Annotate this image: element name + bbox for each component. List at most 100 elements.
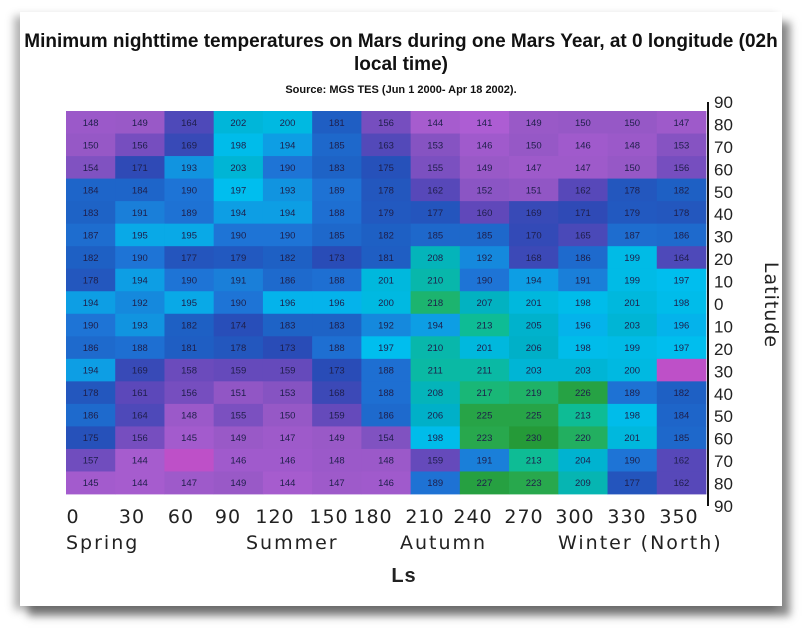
heatmap-cell	[164, 156, 215, 179]
cell-value-label: 185	[329, 230, 345, 241]
heatmap-cell	[361, 291, 412, 315]
cell-value-label: 185	[329, 140, 345, 151]
cell-value-label: 150	[624, 118, 640, 129]
heatmap-cell	[312, 246, 362, 270]
heatmap-cell	[410, 471, 461, 495]
heatmap-cell	[558, 426, 608, 450]
cell-value-label: 178	[230, 343, 246, 354]
cell-value-label: 169	[132, 366, 148, 377]
cell-value-label: 182	[83, 253, 99, 264]
heatmap-cell	[262, 448, 313, 472]
cell-value-label: 182	[673, 388, 689, 399]
cell-value-label: 147	[575, 163, 591, 174]
heatmap-cell	[115, 358, 165, 382]
heatmap-cell	[262, 291, 313, 315]
latitude-tick-label: 80	[714, 475, 733, 494]
cell-value-label: 169	[181, 140, 197, 151]
heatmap-cell	[164, 426, 215, 450]
heatmap-cell	[66, 156, 116, 179]
season-label: Autumn	[400, 532, 487, 554]
heatmap-cell	[509, 291, 559, 315]
heatmap-cell	[312, 381, 362, 405]
cell-value-label: 196	[673, 321, 689, 332]
cell-value-label: 189	[624, 388, 640, 399]
cell-value-label: 156	[132, 433, 148, 444]
cell-value-label: 147	[280, 433, 296, 444]
cell-value-label: 192	[378, 321, 394, 332]
latitude-tick-label: 90	[714, 497, 733, 516]
heatmap-cell	[410, 111, 461, 134]
cell-value-label: 177	[427, 208, 443, 219]
heatmap-cell	[213, 426, 264, 450]
cell-value-label: 178	[673, 208, 689, 219]
cell-value-label: 225	[526, 411, 542, 422]
latitude-tick-label: 80	[714, 115, 733, 134]
heatmap-cell	[115, 246, 165, 270]
heatmap-cell	[509, 201, 559, 225]
cell-value-label: 149	[230, 433, 246, 444]
cell-value-label: 178	[83, 275, 99, 286]
heatmap-cell	[410, 246, 461, 270]
cell-value-label: 148	[378, 456, 394, 467]
heatmap-cell	[656, 448, 707, 472]
heatmap-cell	[656, 156, 707, 179]
cell-value-label: 196	[280, 298, 296, 309]
cell-value-label: 146	[575, 140, 591, 151]
season-labels: Spring Summer Autumn Winter (North)	[66, 532, 723, 554]
cell-value-label: 220	[575, 433, 591, 444]
cell-value-label: 194	[83, 298, 99, 309]
cell-value-label: 201	[378, 275, 394, 286]
heatmap-cell	[213, 178, 264, 202]
cell-value-label: 193	[132, 321, 148, 332]
cell-value-label: 217	[477, 388, 493, 399]
cell-value-label: 191	[230, 275, 246, 286]
heatmap-cells: 148 149 164 202 200 181 156 144 141 149 150 150 147 1…	[66, 111, 707, 495]
heatmap-cell	[410, 336, 461, 360]
heatmap-cell	[607, 336, 658, 360]
heatmap-cell	[410, 381, 461, 405]
cell-value-label: 190	[280, 230, 296, 241]
cell-value-label: 181	[378, 253, 394, 264]
heatmap-cell	[509, 156, 559, 179]
cell-value-label: 198	[427, 433, 443, 444]
cell-value-label: 185	[673, 433, 689, 444]
cell-value-label: 182	[673, 185, 689, 196]
cell-value-label: 168	[329, 388, 345, 399]
cell-value-label: 159	[329, 411, 345, 422]
cell-value-label: 183	[329, 163, 345, 174]
latitude-tick-label: 10	[714, 273, 733, 292]
heatmap-cell	[607, 448, 658, 472]
heatmap-cell	[115, 471, 165, 495]
heatmap-cell	[262, 268, 313, 292]
cell-value-label: 219	[526, 388, 542, 399]
heatmap-cell	[262, 381, 313, 405]
heatmap-cell	[459, 448, 510, 472]
cell-value-label: 160	[477, 208, 493, 219]
heatmap-cell	[115, 156, 165, 179]
cell-value-label: 190	[280, 163, 296, 174]
heatmap-cell	[213, 156, 264, 179]
cell-value-label: 208	[427, 253, 443, 264]
heatmap-cell	[262, 111, 313, 134]
cell-value-label: 171	[575, 208, 591, 219]
ls-tick-label: 330	[607, 506, 646, 528]
cell-value-label: 191	[575, 275, 591, 286]
cell-value-label: 200	[378, 298, 394, 309]
heatmap-cell	[115, 291, 165, 315]
cell-value-label: 203	[526, 366, 542, 377]
heatmap-cell	[262, 178, 313, 202]
heatmap-cell	[607, 471, 658, 495]
heatmap-cell	[558, 111, 608, 134]
heatmap-cell	[312, 178, 362, 202]
heatmap-cell	[361, 223, 412, 247]
heatmap-cell	[509, 223, 559, 247]
heatmap-cell	[607, 291, 658, 315]
heatmap-cell	[262, 246, 313, 270]
season-label: Winter (North)	[558, 532, 723, 554]
cell-value-label: 162	[673, 478, 689, 489]
cell-value-label: 170	[526, 230, 542, 241]
cell-value-label: 149	[132, 118, 148, 129]
heatmap-cell	[558, 133, 608, 157]
heatmap-cell	[558, 358, 608, 382]
cell-value-label: 198	[230, 140, 246, 151]
